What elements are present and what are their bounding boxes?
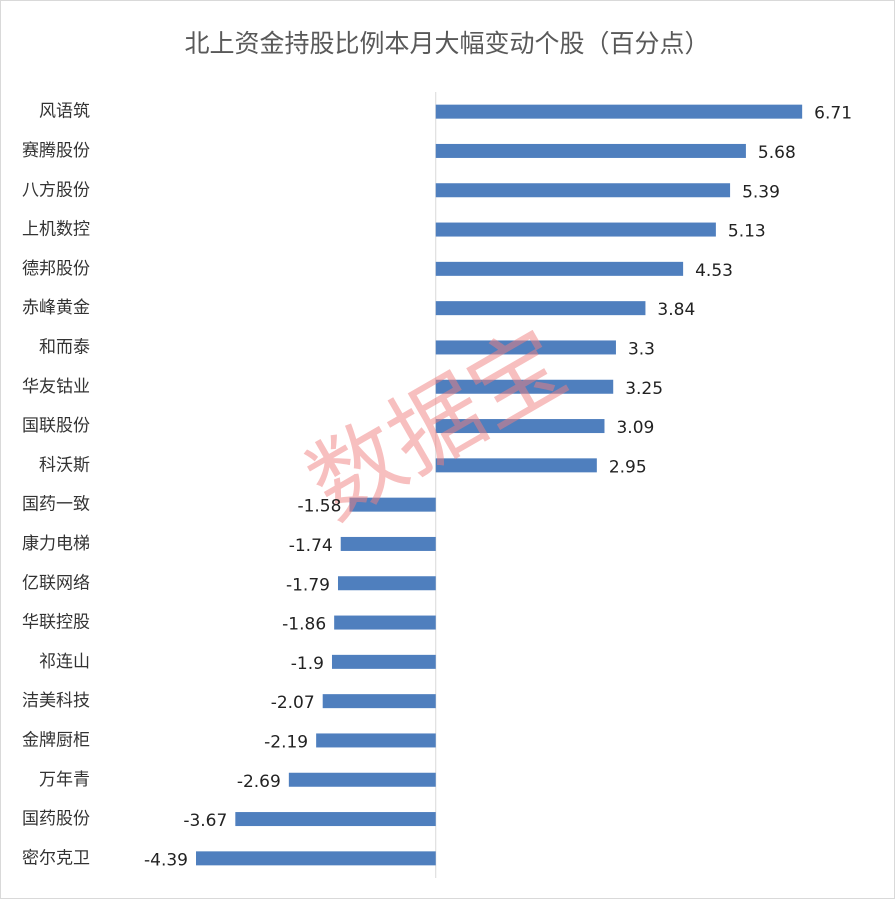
y-tick-label: 赤峰黄金 [22, 298, 90, 318]
y-tick-label: 国联股份 [22, 416, 90, 436]
y-tick-label: 华联控股 [22, 613, 90, 633]
y-tick-label: 上机数控 [22, 220, 90, 240]
bar [349, 497, 436, 512]
data-label: -3.67 [183, 811, 227, 831]
y-tick-label: 科沃斯 [39, 455, 90, 475]
bar [288, 772, 436, 787]
data-label: 3.84 [657, 300, 695, 320]
y-tick-label: 洁美科技 [22, 691, 90, 711]
y-tick-label: 八方股份 [22, 180, 90, 200]
bar [435, 183, 731, 198]
data-label: 5.13 [728, 222, 766, 242]
bar [331, 654, 436, 669]
bar [196, 851, 436, 866]
data-label: -1.86 [282, 615, 326, 635]
chart-title: 北上资金持股比例本月大幅变动个股（百分点） [184, 29, 709, 58]
data-label: 3.3 [628, 339, 655, 359]
y-tick-label: 康力电梯 [22, 534, 90, 554]
data-label: -4.39 [144, 850, 188, 870]
bar [316, 733, 436, 748]
data-label: 5.39 [742, 182, 780, 202]
bar [235, 812, 436, 827]
bar [435, 379, 614, 394]
data-label: -1.74 [289, 536, 333, 556]
y-tick-label: 祁连山 [39, 652, 90, 672]
data-label: 2.95 [609, 457, 647, 477]
bar [337, 576, 436, 591]
y-tick-label: 赛腾股份 [22, 140, 90, 161]
bar [435, 340, 616, 355]
y-tick-label: 密尔克卫 [22, 848, 90, 868]
data-label: -1.58 [297, 497, 341, 517]
bar [435, 301, 646, 316]
bar [435, 458, 597, 473]
y-tick-label: 风语筑 [39, 102, 90, 122]
data-label: -1.79 [286, 575, 330, 595]
bar [435, 143, 746, 158]
data-label: 3.09 [616, 418, 654, 438]
data-label: 3.25 [625, 379, 663, 399]
bar [435, 419, 605, 434]
data-label: 4.53 [695, 261, 733, 281]
data-label: 6.71 [814, 104, 852, 124]
y-tick-label: 万年青 [39, 770, 90, 790]
bar [322, 694, 436, 709]
bar [435, 222, 716, 237]
y-tick-label: 德邦股份 [22, 259, 90, 279]
y-tick-label: 和而泰 [39, 337, 90, 357]
bar [340, 536, 436, 551]
y-tick-label: 华友钴业 [22, 377, 90, 397]
bar [435, 261, 684, 276]
y-tick-label: 国药一致 [22, 495, 90, 515]
data-label: -2.07 [271, 693, 315, 713]
bar [435, 104, 803, 119]
bar [334, 615, 436, 630]
data-label: 5.68 [758, 143, 796, 163]
y-tick-label: 亿联网络 [22, 573, 90, 593]
data-label: -2.19 [264, 732, 308, 752]
data-label: -2.69 [237, 772, 281, 792]
data-label: -1.9 [291, 654, 324, 674]
y-tick-label: 金牌厨柜 [22, 730, 90, 750]
y-tick-label: 国药股份 [22, 809, 90, 829]
